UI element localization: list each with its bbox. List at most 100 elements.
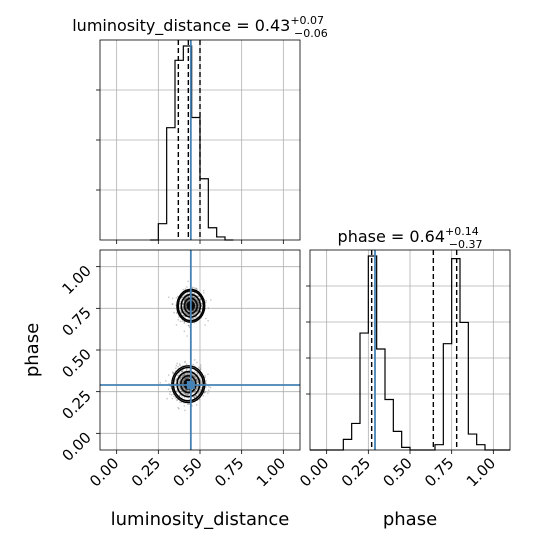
scatter-point bbox=[176, 374, 179, 377]
scatter-point bbox=[186, 372, 189, 374]
scatter-point bbox=[188, 314, 190, 316]
scatter-point bbox=[185, 388, 187, 391]
scatter-point bbox=[185, 369, 188, 372]
scatter-point bbox=[188, 372, 190, 374]
scatter-point bbox=[196, 371, 198, 374]
scatter-point bbox=[183, 298, 186, 301]
scatter-point bbox=[194, 316, 197, 319]
scatter-point bbox=[187, 377, 189, 379]
scatter-point bbox=[195, 388, 198, 390]
scatter-point bbox=[199, 298, 202, 301]
scatter-point bbox=[196, 388, 198, 390]
scatter-point bbox=[193, 296, 196, 299]
scatter-point bbox=[196, 379, 199, 381]
scatter-point bbox=[207, 389, 210, 392]
scatter-point bbox=[183, 294, 186, 296]
scatter-point bbox=[207, 373, 209, 375]
scatter-point bbox=[185, 313, 188, 315]
scatter-point bbox=[187, 296, 190, 298]
x-tick-label: 0.25 bbox=[338, 454, 374, 490]
scatter-point bbox=[185, 372, 187, 375]
scatter-point bbox=[176, 362, 179, 365]
scatter-point bbox=[172, 372, 175, 375]
scatter-point bbox=[171, 303, 174, 305]
scatter-point bbox=[193, 396, 196, 399]
luminosity-distance-title: luminosity_distance = 0.43+0.07 −0.06 bbox=[72, 14, 328, 40]
x-axis-label-phase: phase bbox=[383, 509, 437, 530]
scatter-point bbox=[204, 391, 207, 393]
scatter-point bbox=[195, 378, 197, 380]
scatter-point bbox=[204, 376, 206, 378]
scatter-point bbox=[203, 392, 206, 394]
scatter-point bbox=[197, 304, 200, 307]
scatter-point bbox=[201, 308, 203, 310]
scatter-point bbox=[171, 397, 174, 400]
scatter-point bbox=[182, 380, 185, 382]
scatter-point bbox=[188, 324, 190, 327]
scatter-point bbox=[159, 382, 161, 384]
scatter-point bbox=[180, 370, 182, 373]
scatter-point bbox=[184, 378, 186, 380]
scatter-point bbox=[188, 376, 190, 379]
scatter-point bbox=[174, 367, 177, 369]
scatter-point bbox=[178, 394, 181, 397]
scatter-point bbox=[194, 394, 197, 397]
scatter-point bbox=[193, 396, 196, 398]
scatter-point bbox=[200, 389, 202, 391]
scatter-point bbox=[177, 382, 180, 384]
scatter-point bbox=[193, 371, 196, 373]
scatter-point bbox=[179, 306, 181, 308]
scatter-point bbox=[182, 302, 185, 305]
luminosity-distance-histogram-panel bbox=[96, 39, 301, 244]
scatter-point bbox=[197, 393, 200, 396]
scatter-point bbox=[185, 388, 188, 391]
scatter-point bbox=[183, 374, 185, 377]
scatter-point bbox=[192, 318, 195, 320]
scatter-point bbox=[193, 309, 196, 311]
scatter-point bbox=[183, 373, 186, 375]
scatter-point bbox=[179, 377, 181, 380]
scatter-point bbox=[177, 316, 180, 318]
scatter-point bbox=[186, 286, 188, 288]
scatter-point bbox=[186, 335, 189, 337]
scatter-point bbox=[194, 305, 197, 307]
scatter-point bbox=[196, 361, 198, 364]
scatter-point bbox=[196, 387, 199, 389]
scatter-point bbox=[195, 404, 198, 406]
scatter-point bbox=[209, 386, 212, 389]
scatter-point bbox=[193, 287, 196, 289]
scatter-point bbox=[192, 375, 195, 377]
scatter-point bbox=[192, 299, 194, 302]
scatter-point bbox=[179, 378, 181, 381]
scatter-point bbox=[199, 368, 202, 371]
histogram-step bbox=[310, 255, 510, 451]
scatter-point bbox=[197, 381, 199, 384]
scatter-point bbox=[197, 300, 199, 303]
scatter-point bbox=[181, 320, 184, 323]
scatter-point bbox=[195, 287, 198, 290]
scatter-point bbox=[180, 310, 183, 313]
scatter-point bbox=[179, 377, 181, 380]
scatter-point bbox=[165, 380, 167, 382]
scatter-point bbox=[192, 313, 195, 316]
scatter-point bbox=[188, 403, 191, 405]
scatter-point bbox=[205, 317, 207, 320]
scatter-point bbox=[181, 390, 183, 393]
scatter-point bbox=[187, 393, 189, 395]
x-axis-label-luminosity-distance: luminosity_distance bbox=[111, 509, 290, 530]
scatter-point bbox=[205, 386, 207, 388]
scatter-point bbox=[210, 299, 212, 301]
scatter-point bbox=[191, 310, 194, 312]
phase-title: phase = 0.64+0.14 −0.37 bbox=[338, 225, 483, 251]
scatter-point bbox=[187, 313, 189, 316]
scatter-point bbox=[192, 374, 194, 376]
scatter-point bbox=[204, 324, 206, 326]
scatter-point bbox=[186, 377, 189, 379]
scatter-point bbox=[184, 316, 186, 318]
x-tick-label: 0.50 bbox=[379, 454, 415, 490]
scatter-point bbox=[178, 407, 180, 410]
scatter-point bbox=[186, 394, 189, 396]
scatter-point bbox=[187, 280, 189, 283]
scatter-point bbox=[179, 364, 181, 367]
scatter-point bbox=[172, 371, 175, 374]
